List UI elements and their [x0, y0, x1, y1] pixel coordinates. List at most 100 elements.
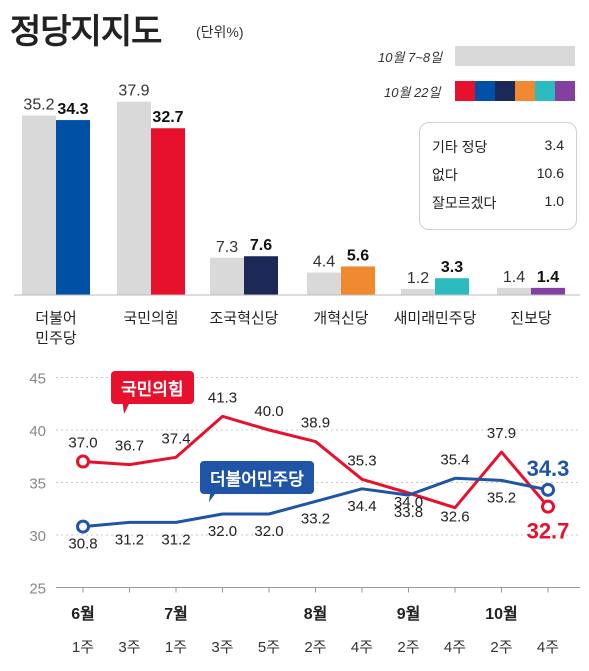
other-responses-box: 기타 정당 3.4 없다 10.6 잘모르겠다 1.0	[419, 122, 577, 230]
data-label: 32.6	[440, 509, 469, 526]
data-label: 32.0	[254, 523, 283, 540]
y-tick-label: 45	[29, 371, 46, 388]
legend-curr-label: 10월 22일	[384, 85, 441, 100]
data-label: 40.0	[254, 403, 283, 420]
x-month-label: 8월	[304, 605, 328, 623]
other-row: 잘모르겠다 1.0	[432, 193, 564, 213]
other-label: 없다	[432, 167, 458, 183]
series-line	[82, 414, 550, 510]
bar-category-label: 민주당	[35, 330, 77, 347]
data-label: 35.4	[440, 451, 469, 468]
series-badge-dp: 더불어민주당	[200, 461, 314, 494]
data-label: 41.3	[208, 389, 237, 406]
data-label: 33.8	[394, 504, 423, 521]
series-point	[76, 454, 90, 469]
series-point	[541, 499, 555, 514]
bar-value-curr: 32.7	[152, 109, 183, 126]
x-week-label: 1주	[72, 639, 94, 656]
bar-curr	[341, 266, 375, 295]
bar-value-curr: 1.4	[537, 269, 559, 286]
x-week-label: 3주	[211, 639, 233, 656]
bar-curr	[435, 278, 469, 295]
data-label: 31.2	[115, 531, 144, 548]
bar-category-label: 더불어	[35, 310, 76, 327]
series-last-value: 32.7	[527, 519, 570, 544]
bar-value-prev: 37.9	[118, 83, 149, 100]
data-label: 32.0	[208, 523, 237, 540]
legend-curr-swatch	[495, 81, 515, 101]
legend-curr-swatch	[455, 81, 475, 101]
bar-prev	[210, 257, 244, 295]
bar-curr	[531, 287, 565, 295]
data-label: 35.2	[487, 489, 516, 506]
x-month-label: 9월	[397, 605, 421, 623]
bar-prev	[117, 101, 151, 296]
bar-value-curr: 3.3	[441, 259, 463, 276]
legend-curr-swatch	[535, 81, 555, 101]
bar-category-label: 새미래민주당	[394, 310, 477, 327]
bar-value-prev: 35.2	[23, 96, 54, 113]
x-month-label: 7월	[164, 605, 188, 623]
bar-curr	[151, 128, 185, 295]
y-tick-label: 30	[29, 528, 46, 545]
other-value: 1.0	[544, 193, 564, 209]
bar-category-label: 개혁신당	[313, 310, 368, 327]
legend-prev-label: 10월 7~8일	[378, 50, 443, 65]
bar-prev	[307, 272, 341, 295]
x-week-label: 4주	[537, 639, 559, 656]
bar-prev	[497, 287, 531, 295]
x-week-label: 2주	[397, 639, 419, 656]
y-tick-label: 35	[29, 476, 46, 493]
bar-value-prev: 7.3	[216, 239, 238, 256]
data-label: 37.9	[487, 425, 516, 442]
bar-value-curr: 5.6	[347, 247, 369, 264]
bar-prev	[22, 115, 56, 295]
x-month-label: 6월	[71, 605, 95, 623]
other-row: 없다 10.6	[432, 165, 564, 185]
x-month-label: 10월	[485, 605, 518, 623]
legend-prev-swatch	[455, 46, 575, 66]
series-line	[82, 476, 549, 529]
bar-category-label: 진보당	[510, 310, 552, 327]
data-label: 33.2	[301, 510, 330, 527]
other-row: 기타 정당 3.4	[432, 137, 564, 157]
data-label: 30.8	[68, 536, 97, 553]
other-value: 3.4	[544, 137, 564, 153]
data-label: 37.0	[68, 435, 97, 452]
y-tick-label: 40	[29, 423, 46, 440]
series-point	[76, 519, 90, 534]
data-label: 35.3	[347, 452, 376, 469]
bar-value-prev: 1.2	[407, 270, 429, 287]
bar-curr	[244, 256, 278, 295]
data-label: 36.7	[115, 438, 144, 455]
other-value: 10.6	[536, 165, 564, 181]
legend-curr-swatch	[555, 81, 575, 101]
page-title: 정당지지도	[10, 13, 162, 51]
bar-value-prev: 4.4	[313, 254, 335, 271]
bar-category-label: 국민의힘	[123, 310, 178, 327]
bar-curr	[56, 120, 90, 295]
unit-label: (단위%)	[196, 24, 244, 40]
series-point	[541, 482, 555, 497]
x-week-label: 1주	[165, 639, 187, 656]
other-label: 기타 정당	[432, 139, 488, 155]
series-last-value: 34.3	[527, 456, 570, 481]
x-week-label: 2주	[304, 639, 326, 656]
x-week-label: 4주	[444, 639, 466, 656]
x-week-label: 3주	[118, 639, 140, 656]
bar-prev	[401, 288, 435, 295]
legend-curr-swatch	[515, 81, 535, 101]
series-badge-ppp: 국민의힘	[111, 371, 194, 404]
x-week-label: 2주	[490, 639, 512, 656]
bar-value-curr: 34.3	[57, 101, 88, 118]
bar-value-curr: 7.6	[250, 237, 272, 254]
data-label: 38.9	[301, 415, 330, 432]
data-label: 31.2	[161, 531, 190, 548]
other-label: 잘모르겠다	[432, 195, 497, 211]
legend-curr-swatch	[475, 81, 495, 101]
y-tick-label: 25	[29, 581, 46, 598]
x-week-label: 4주	[351, 639, 373, 656]
x-week-label: 5주	[258, 639, 280, 656]
